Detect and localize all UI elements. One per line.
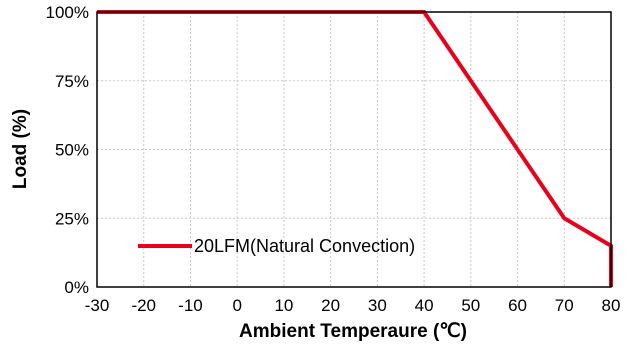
plot-frame — [96, 11, 612, 288]
x-tick-label: -20 — [131, 296, 156, 315]
x-tick-label: 50 — [461, 296, 480, 315]
x-tick-label: 60 — [508, 296, 527, 315]
y-tick-label: 25% — [55, 209, 89, 228]
x-tick-labels: -30 -20 -10 0 10 20 30 40 50 60 70 80 — [85, 296, 621, 315]
x-tick-label: 40 — [415, 296, 434, 315]
x-tick-label: -10 — [178, 296, 203, 315]
x-axis-title: Ambient Temperaure (℃) — [239, 321, 467, 342]
x-tick-label: 0 — [232, 296, 241, 315]
legend-label: 20LFM(Natural Convection) — [194, 236, 415, 256]
y-tick-label: 0% — [64, 278, 89, 297]
x-tick-label: 80 — [602, 296, 621, 315]
x-tick-label: 10 — [274, 296, 293, 315]
y-tick-labels: 0% 25% 50% 75% 100% — [46, 3, 89, 297]
legend: 20LFM(Natural Convection) — [138, 236, 415, 256]
grid-lines — [97, 12, 611, 287]
y-tick-label: 100% — [46, 3, 89, 22]
x-tick-label: 70 — [555, 296, 574, 315]
y-tick-label: 75% — [55, 72, 89, 91]
x-tick-label: -30 — [85, 296, 110, 315]
x-tick-label: 30 — [368, 296, 387, 315]
y-axis-title: Load (%) — [10, 109, 31, 189]
x-tick-label: 20 — [321, 296, 340, 315]
y-tick-label: 50% — [55, 141, 89, 160]
